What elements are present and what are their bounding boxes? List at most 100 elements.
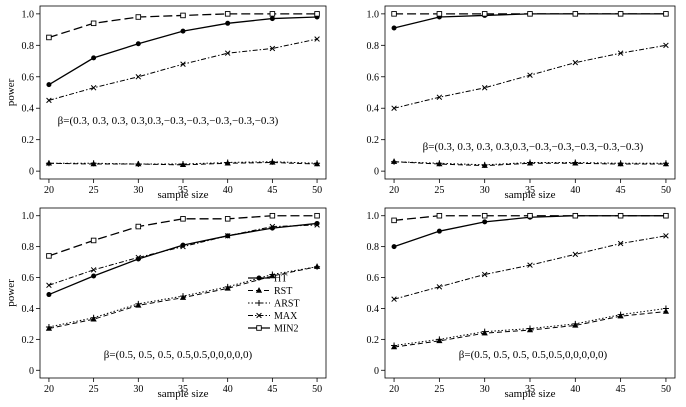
x-tick-label: 20 [389, 384, 399, 395]
data-point-min2 [314, 11, 320, 17]
data-point-ht [91, 55, 97, 61]
data-point-max [135, 74, 142, 80]
data-point-arst [224, 159, 231, 166]
data-point-min2 [391, 11, 397, 17]
data-point-ht [482, 219, 488, 225]
data-point-min2 [46, 253, 52, 259]
data-point-min2 [527, 11, 533, 17]
data-point-min2 [391, 217, 397, 224]
y-tick-label: 0.8 [22, 41, 35, 52]
legend-label-max: MAX [274, 311, 298, 322]
x-tick-label: 45 [616, 185, 626, 196]
y-tick-label: 0 [29, 167, 34, 178]
x-axis-title: sample size [504, 388, 555, 400]
data-point-ht [46, 82, 52, 88]
legend-label-arst: ARST [274, 299, 300, 310]
x-axis-title: sample size [504, 189, 555, 201]
data-point-arst [45, 160, 52, 167]
data-point-max [391, 105, 397, 111]
series-line-max [393, 235, 667, 300]
data-point-arst [662, 160, 669, 167]
y-tick-label: 0.2 [367, 335, 380, 346]
data-point-min2 [90, 237, 97, 244]
x-tick-label: 20 [44, 185, 54, 196]
data-point-arst [391, 158, 398, 165]
plot-frame [384, 5, 676, 180]
legend-marker-arst [256, 300, 262, 306]
y-axis-ticks: 0 0.2 0.4 0.6 0.8 1.0 [22, 211, 40, 377]
data-point-min2 [481, 212, 488, 219]
y-tick-label: 0.6 [22, 273, 35, 284]
x-tick-label: 50 [661, 384, 671, 395]
data-point-max [314, 222, 320, 228]
x-tick-label: 35 [525, 384, 535, 395]
series-line-max [48, 38, 318, 101]
data-point-min2 [663, 212, 669, 219]
data-point-min2 [224, 216, 231, 222]
y-tick-label: 0 [29, 366, 34, 377]
data-point-arst [135, 161, 142, 168]
data-point-max [269, 45, 276, 52]
series-line-ht [393, 215, 666, 248]
y-tick-label: 0.4 [22, 304, 35, 315]
data-point-ht [135, 41, 141, 47]
y-tick-label: 0.6 [367, 273, 380, 284]
data-point-arst [180, 293, 186, 300]
data-point-min2 [314, 212, 320, 219]
series-min2 [46, 212, 320, 259]
legend-entry-rst: RST [248, 286, 292, 297]
data-point-max [617, 50, 624, 56]
y-tick-label: 0.8 [22, 242, 35, 253]
data-point-min2 [269, 11, 276, 17]
data-point-arst [269, 158, 276, 165]
x-tick-label: 30 [480, 185, 490, 196]
y-tick-label: 1.0 [22, 9, 35, 20]
data-point-max [527, 72, 533, 78]
beta-annotation: β=(0.5, 0.5, 0.5, 0.5,0.5,0,0,0,0,0) [459, 349, 608, 361]
data-point-ht [436, 228, 442, 234]
panel-bottom-right: 0 0.2 0.4 0.6 0.8 1.0 20 25 30 35 40 45 50 sample siz… [367, 207, 676, 400]
data-point-arst [314, 263, 321, 270]
x-tick-label: 40 [223, 384, 233, 395]
legend-label-ht: HT [274, 274, 287, 285]
x-tick-label: 30 [133, 185, 143, 196]
y-axis-ticks: 0 0.2 0.4 0.6 0.8 1.0 [367, 211, 385, 377]
legend-entry-max: MAX [248, 311, 298, 322]
data-point-max [481, 85, 488, 91]
data-point-max [90, 85, 97, 91]
y-tick-label: 0 [374, 167, 379, 178]
x-tick-label: 50 [661, 185, 671, 196]
data-point-arst [481, 328, 488, 335]
legend-entry-min2: MIN2 [248, 324, 298, 335]
data-point-max [436, 94, 443, 100]
data-point-min2 [135, 223, 142, 230]
x-tick-label: 25 [89, 185, 99, 196]
data-point-arst [391, 342, 398, 349]
data-point-max [314, 36, 320, 42]
data-point-max [224, 50, 231, 56]
series-max [391, 42, 669, 111]
data-point-min2 [617, 11, 624, 17]
x-axis-ticks: 20 25 30 35 40 45 50 [44, 179, 322, 196]
y-tick-label: 1.0 [367, 9, 380, 20]
series-min2 [391, 212, 669, 224]
data-point-arst [572, 320, 579, 327]
x-tick-label: 45 [616, 384, 626, 395]
data-point-min2 [481, 11, 488, 17]
legend-label-rst: RST [274, 286, 292, 297]
y-tick-label: 0.6 [367, 72, 380, 83]
y-tick-label: 0.2 [22, 335, 35, 346]
y-tick-label: 0.4 [367, 304, 380, 315]
legend-marker-min2 [256, 325, 262, 331]
data-point-arst [527, 325, 533, 332]
data-point-max [46, 282, 52, 289]
panel-top-left: 0 0.2 0.4 0.6 0.8 1.0 20 25 30 35 40 45 50 sample siz… [5, 5, 327, 201]
data-point-max [663, 42, 669, 49]
data-point-max [269, 223, 276, 230]
series-arst [45, 263, 321, 330]
data-point-min2 [436, 212, 443, 219]
x-tick-label: 45 [267, 185, 277, 196]
data-point-max [224, 233, 231, 239]
data-point-ht [46, 292, 52, 298]
